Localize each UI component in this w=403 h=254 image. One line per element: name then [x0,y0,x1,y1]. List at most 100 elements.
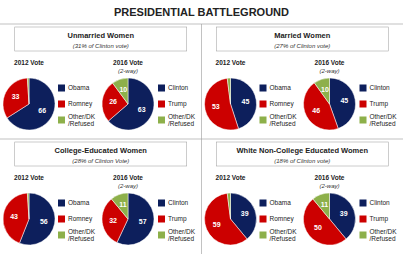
section-title-box [15,27,187,51]
legend-item: Other/DK/Refused [158,228,196,243]
section: Unmarried Women (31% of Clinton vote) 2012… [3,27,196,130]
pie-slice [227,193,230,219]
pie: 39 59 [204,193,256,245]
legend-label: Trump [168,100,187,108]
legend-label: Other/DK/Refused [370,228,398,243]
legend-label: Other/DK/Refused [168,113,196,128]
section-title-box [216,142,388,166]
pie-slice [108,78,154,130]
pie-title: 2016 Vote [113,59,143,66]
pie-title: 2012 Vote [216,174,246,181]
data-label: 32 [109,217,117,224]
pie-slice [102,199,128,243]
legend-item: Trump [158,215,187,223]
pie-title: 2016 Vote [315,174,345,181]
pie-slice [227,78,230,104]
pie-slice [3,193,29,243]
legend-item: Romney [260,215,295,223]
pie-annotation: (2-way) [118,68,138,74]
legend-item: Romney [58,215,93,223]
legend: Clinton Trump Other/DK/Refused [360,199,398,243]
section-subtitle: (31% of Clinton vote) [73,43,129,49]
section-title: Unmarried Women [67,31,134,40]
pie-slice [27,193,29,219]
pie: 454610 [304,78,356,130]
legend-label: Obama [270,84,292,91]
legend-swatch [260,200,267,207]
legend-swatch [58,85,65,92]
legend-label: Obama [68,199,90,206]
legend-swatch [260,101,267,108]
data-label: 11 [119,201,127,208]
data-label: 46 [312,107,320,114]
pie-title: 2012 Vote [14,174,44,181]
legend-swatch [58,200,65,207]
legend-item: Other/DK/Refused [58,228,96,243]
legend-item: Other/DK/Refused [260,113,298,128]
legend-item: Obama [58,84,90,92]
pie-slice [102,83,128,121]
legend-swatch [360,200,367,207]
chart-root: PRESIDENTIAL BATTLEGROUND Unmarried Women… [0,0,403,254]
pie-title: 2016 Vote [113,174,143,181]
data-label: 45 [241,97,249,104]
legend-item: Clinton [158,199,189,207]
data-label: 26 [109,98,117,105]
data-label: 10 [119,86,127,93]
pie-annotation: (2-way) [319,183,339,189]
section-subtitle: (28% of Clinton Vote) [72,158,129,164]
legend-item: Trump [158,100,187,108]
legend-label: Other/DK/Refused [68,113,96,128]
legend-swatch [260,117,267,124]
pie-slice [204,193,247,245]
data-label: 33 [12,93,20,100]
legend: Obama Romney Other/DK/Refused [58,199,96,243]
legend-swatch [360,232,367,239]
legend-swatch [158,101,165,108]
legend-swatch [58,216,65,223]
section-title: College-Educated Women [55,146,148,155]
legend-swatch [158,216,165,223]
legend-swatch [260,232,267,239]
legend-label: Clinton [168,199,189,206]
legend-label: Other/DK/Refused [168,228,196,243]
pie-slice [304,83,339,130]
legend-swatch [158,200,165,207]
data-label: 59 [213,221,221,228]
data-label: 39 [340,210,348,217]
pie: 66 33 [3,78,55,130]
pie-annotation: (2-way) [319,68,339,74]
divider [201,24,202,254]
legend-label: Clinton [168,84,189,91]
pie: 4553 [204,78,256,130]
section-title: White Non-College Educated Women [236,146,368,155]
legend-swatch [360,85,367,92]
legend-label: Trump [370,100,389,108]
pie-slice [111,193,128,219]
chart-title: PRESIDENTIAL BATTLEGROUND [114,6,289,18]
legend-label: Clinton [370,84,391,91]
legend-label: Romney [68,215,93,223]
legend-item: Clinton [360,199,391,207]
pie: 57 32 11 [102,193,154,245]
legend-swatch [360,117,367,124]
legend-swatch [360,216,367,223]
section-title: Married Women [274,31,331,40]
legend-label: Clinton [370,199,391,206]
legend-label: Romney [68,100,93,108]
legend-label: Obama [68,84,90,91]
pie-slice [3,78,29,118]
legend: ClintonTrumpOther/DK/Refused [360,84,398,128]
data-label: 66 [38,107,46,114]
legend-swatch [158,117,165,124]
data-label: 39 [241,210,249,217]
legend-item: Other/DK/Refused [260,228,298,243]
legend-item: Romney [260,100,295,108]
legend: Clinton Trump Other/DK/Refused [158,199,196,243]
pie-title: 2012 Vote [216,59,246,66]
pie: 395011 [303,193,355,245]
pie-title: 2012 Vote [14,59,44,66]
data-label: 10 [321,85,329,92]
data-label: 57 [139,218,147,225]
legend-label: Trump [370,215,389,223]
